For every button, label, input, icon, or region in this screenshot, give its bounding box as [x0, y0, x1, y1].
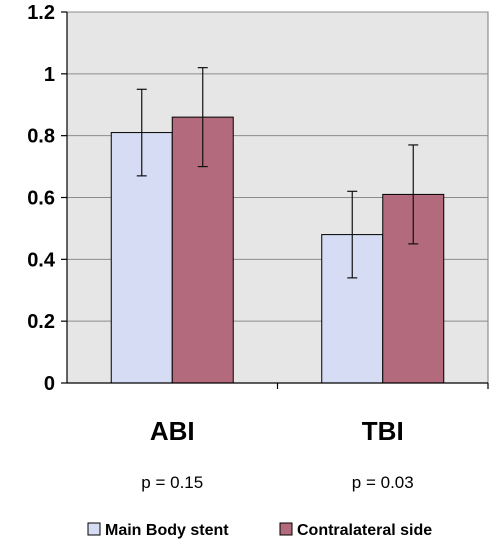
y-tick-label: 0.8 [27, 126, 55, 148]
legend-label-series-1: Main Body stent [105, 522, 229, 539]
legend-swatch-series-2 [279, 522, 293, 536]
p-value-annotations: p = 0.15 p = 0.03 [141, 473, 413, 492]
p-value-label: p = 0.03 [352, 473, 414, 492]
y-tick-label: 1 [44, 64, 55, 86]
legend-label-series-2: Contralateral side [297, 522, 432, 539]
p-value-label: p = 0.15 [141, 473, 203, 492]
category-label-tbi: TBI [362, 416, 404, 446]
legend-swatch-series-1 [87, 522, 101, 536]
category-label-abi: ABI [150, 416, 195, 446]
error-bars [136, 67, 419, 279]
y-tick-label: 0.4 [27, 249, 56, 271]
legend: Main Body stent Contralateral side [87, 522, 432, 539]
y-axis-ticks: 0 0.2 0.4 0.6 0.8 1 1.2 [27, 2, 67, 395]
x-axis-ticks [276, 383, 489, 389]
category-labels: ABI TBI [150, 416, 404, 446]
y-tick-label: 0 [44, 373, 55, 395]
y-tick-label: 0.2 [27, 311, 55, 333]
y-tick-label: 1.2 [27, 2, 55, 24]
y-tick-label: 0.6 [27, 188, 55, 210]
